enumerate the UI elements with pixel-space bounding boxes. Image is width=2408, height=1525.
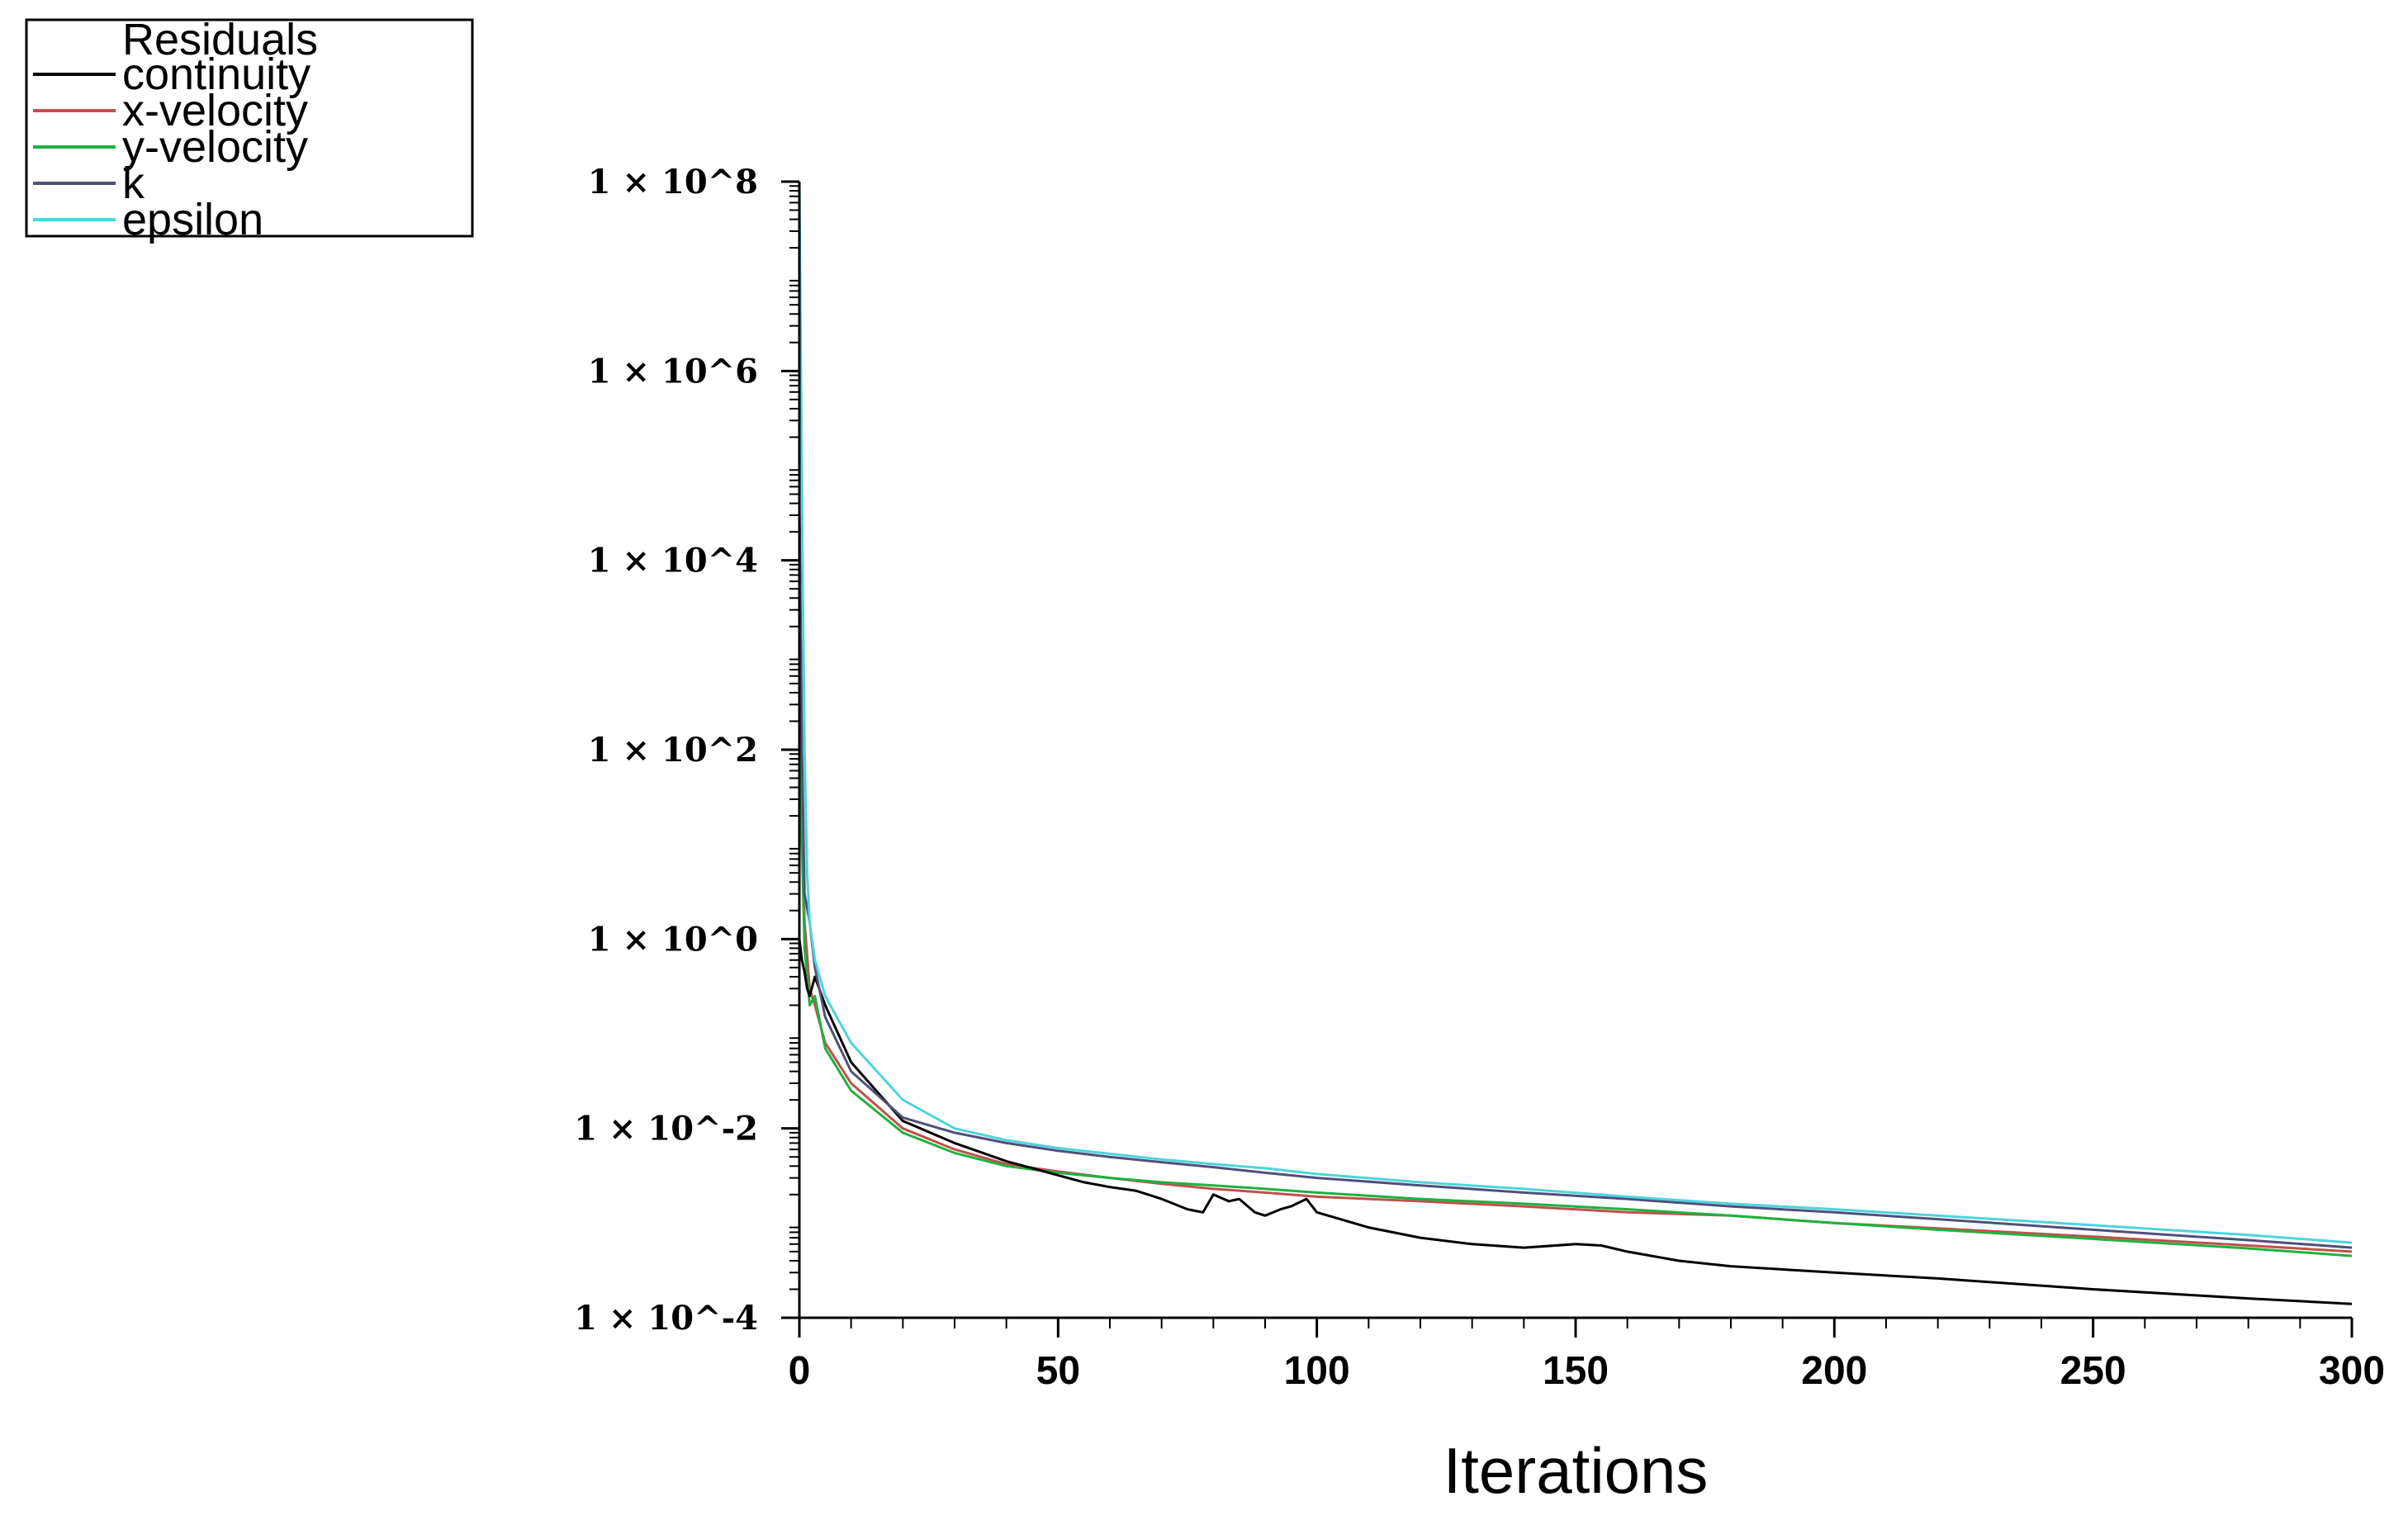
series-line-epsilon: [798, 181, 2353, 1244]
legend-label: epsilon: [122, 195, 263, 244]
y-tick-label: 1 × 10^6: [588, 352, 758, 391]
legend-title: Residuals: [122, 15, 318, 64]
legend-box: [25, 18, 474, 238]
series-line-continuity: [798, 939, 2353, 1305]
y-tick-label: 1 × 10^-4: [574, 1299, 758, 1338]
x-ticks: 0 50 100 150 200 250 300: [789, 1318, 2385, 1393]
x-tick-label: 0: [789, 1349, 811, 1393]
x-tick-label: 200: [1801, 1349, 1867, 1393]
series-line-x-velocity: [798, 655, 2353, 1253]
y-tick-label: 1 × 10^2: [588, 731, 758, 770]
x-tick-label: 150: [1543, 1349, 1609, 1393]
legend: Residuals continuityx-velocityy-velocity…: [25, 15, 474, 244]
series-line-k: [798, 494, 2353, 1249]
y-ticks: 1 × 10^8 1 × 10^6 1 × 10^4 1 × 10^2 1 × 10^0…: [574, 163, 799, 1338]
series-line-y-velocity: [798, 655, 2353, 1257]
x-axis-title: Iterations: [1443, 1434, 1709, 1507]
y-tick-label: 1 × 10^8: [588, 163, 758, 201]
legend-label: y-velocity: [122, 122, 308, 172]
x-tick-label: 300: [2319, 1349, 2385, 1393]
legend-label: k: [122, 159, 145, 208]
legend-label: x-velocity: [122, 86, 308, 135]
plot-lines: [798, 181, 2353, 1305]
y-tick-label: 1 × 10^-2: [574, 1110, 758, 1148]
y-tick-label: 1 × 10^0: [588, 920, 758, 959]
x-tick-label: 50: [1036, 1349, 1080, 1393]
x-tick-label: 100: [1284, 1349, 1350, 1393]
legend-label: continuity: [122, 50, 310, 99]
x-tick-label: 250: [2060, 1349, 2126, 1393]
y-tick-label: 1 × 10^4: [588, 542, 758, 580]
